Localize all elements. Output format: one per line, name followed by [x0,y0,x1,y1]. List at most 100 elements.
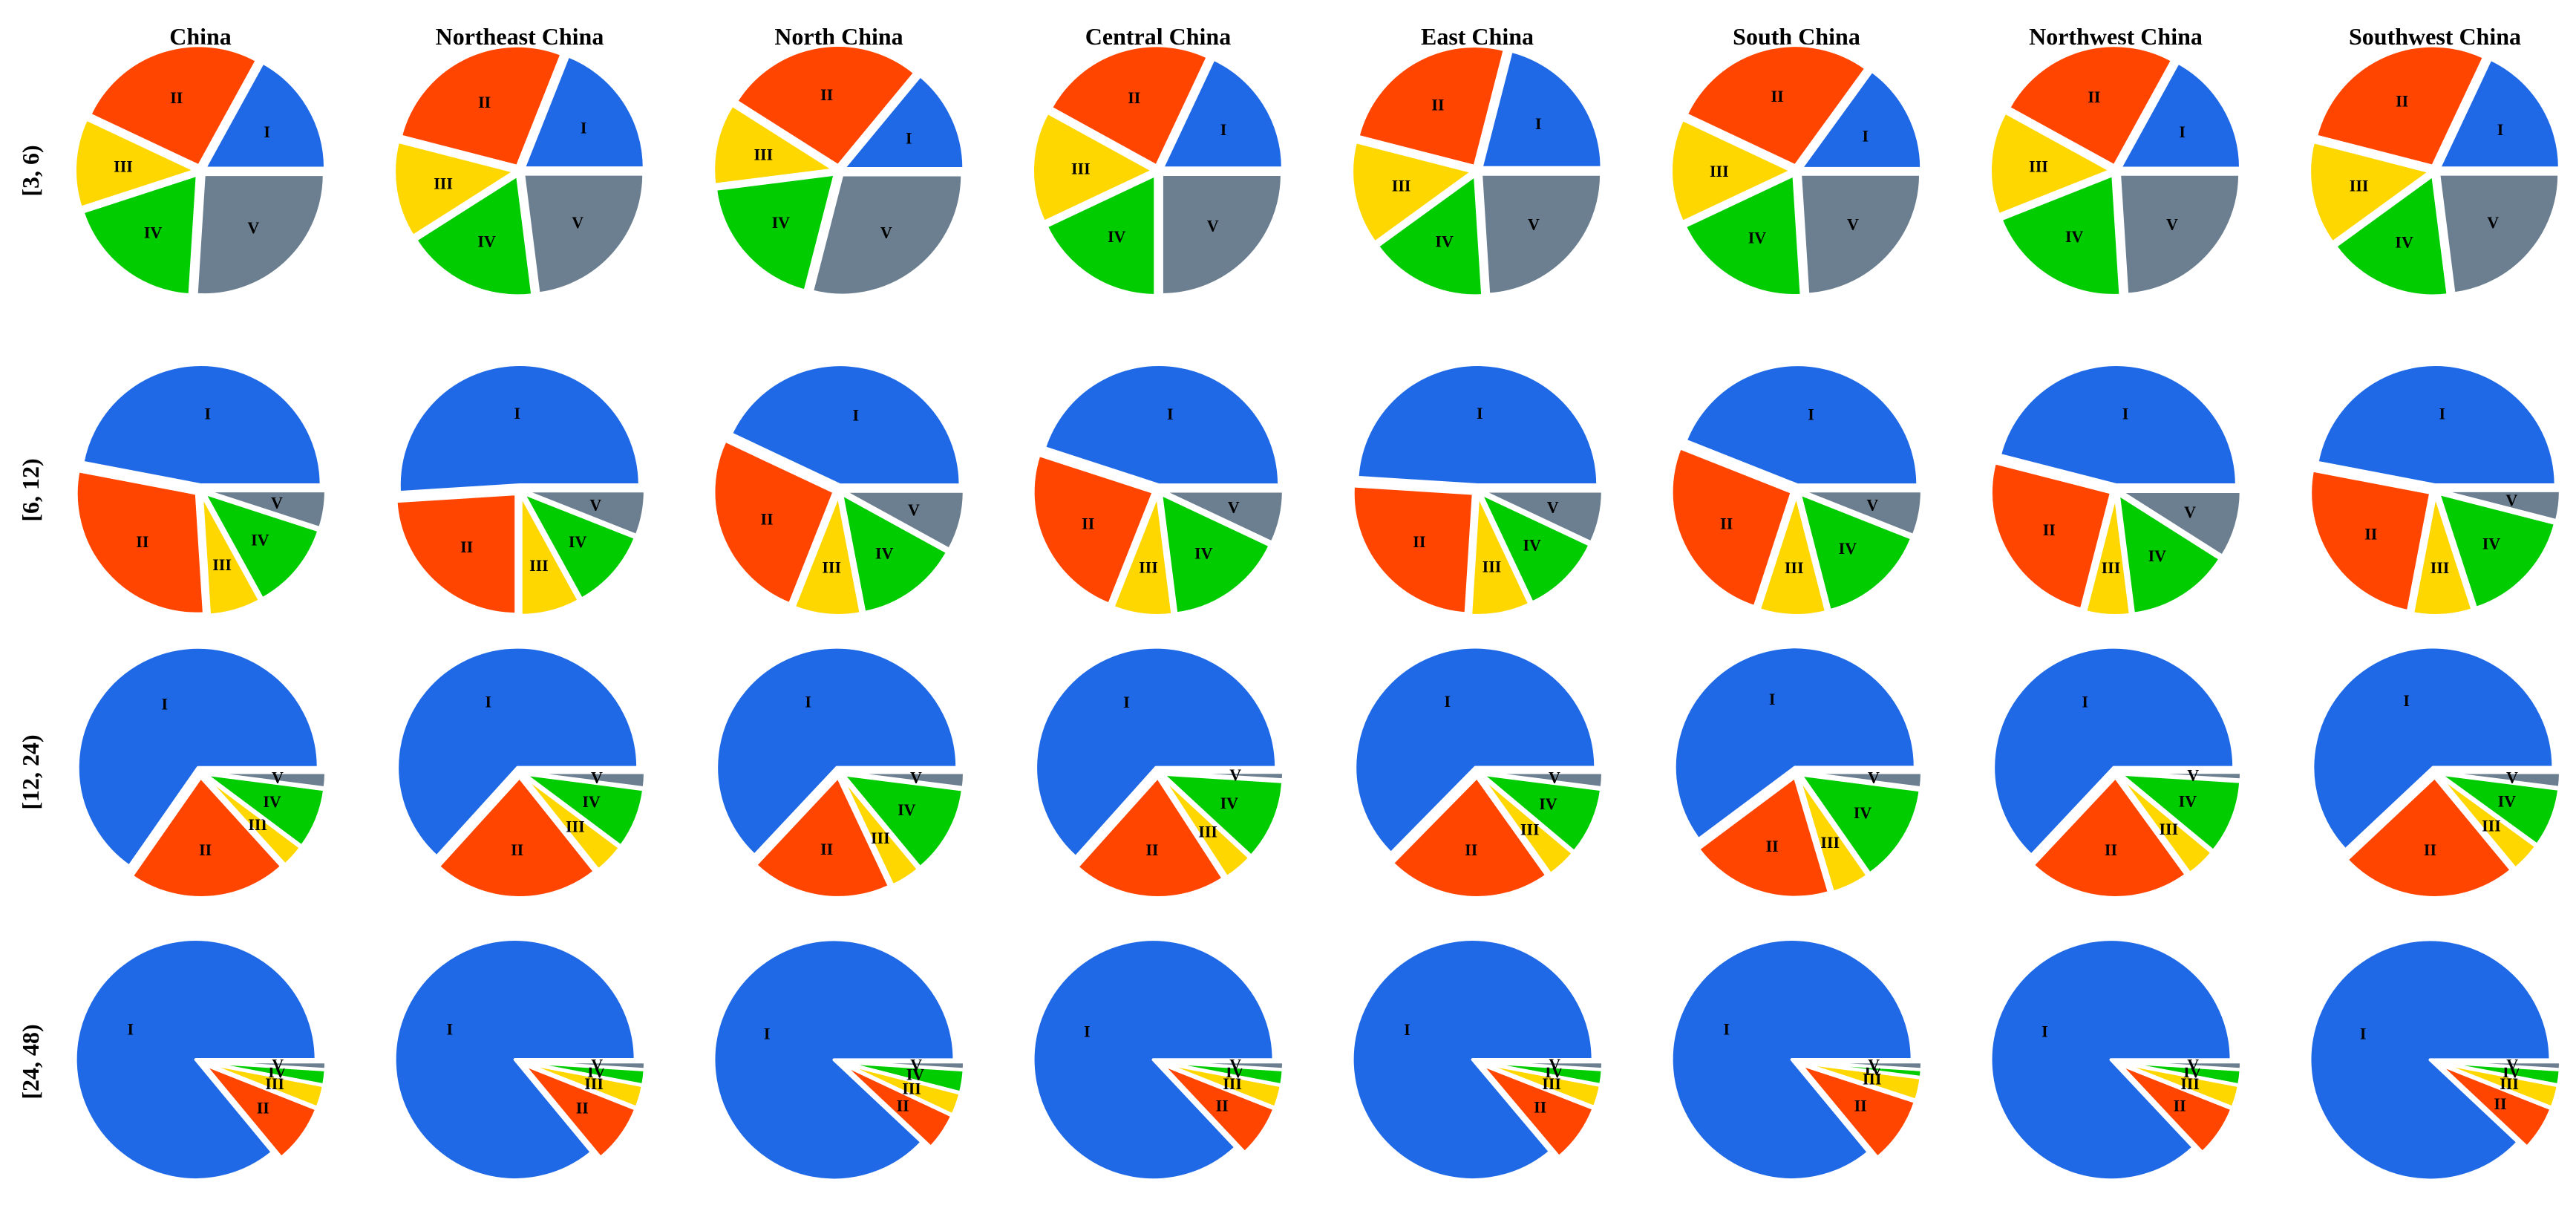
pie-slice-iii [1757,494,1828,617]
pie-slice-ii [399,44,563,168]
pie-slice-ii [1696,775,1831,899]
pie-slice-label-iv: IV [2395,233,2413,252]
pie-slice-ii [394,492,518,616]
pie-slice-ii [735,44,917,168]
pie-slice-iv [203,492,321,601]
pie-slice-label-v: V [589,496,601,515]
pie-slice-iv [414,174,535,298]
pie-slice-label-ii: II [2043,520,2056,539]
pie-slice-label-ii: II [2174,1097,2186,1115]
pie-slice-label-i: I [2439,404,2446,422]
pie-slice-v [2119,771,2243,782]
pie-slice-label-i: I [1808,405,1814,424]
pie-slice-label-i: I [1084,1022,1091,1041]
pie-slice-v [2439,1060,2562,1071]
pie-slice-iii [393,140,517,238]
row-titles: [3, 6) [6, 12) [12, 24) [24, 48) [17,145,44,1099]
pie-slice-label-ii: II [1128,88,1140,107]
pie-slice-i [729,363,962,487]
pie-slice-i [396,645,640,858]
pie-slice-label-i: I [1220,120,1227,139]
pie-slice-v [523,771,647,790]
pie-slice-i [1350,938,1595,1182]
pie-slice-iii [519,493,581,617]
pie-slice-v [2118,172,2242,296]
pie-slice-i [1480,49,1604,169]
pie-slice-iii [73,117,197,209]
pie-slice-label-i: I [486,693,492,711]
pie-slice-iv [2438,772,2561,846]
pie-slice-label-v: V [2187,1055,2199,1074]
pie-slice-v [523,489,647,537]
row-title-1: [3, 6) [17,145,44,196]
pie-slice-i [393,938,637,1181]
pie-slice-i [1353,645,1598,855]
pie-slice-v [843,1060,966,1071]
pie-slice-label-ii: II [2088,88,2100,106]
pie-slice-label-iii: III [566,817,585,835]
pie-slice-label-iii: III [1820,833,1840,852]
pie-slice-i [1799,69,1923,170]
pie-slice-label-i: I [1444,692,1451,711]
pie-slice-i [203,61,327,170]
pie-slice-label-i: I [1404,1020,1410,1039]
pie-slice-v [1162,771,1285,782]
pie-slice-v [203,489,327,530]
pie-slice-v [1480,771,1604,789]
pie-slice-i [2119,61,2243,170]
pie-slice-iv [1999,173,2122,297]
pie-slice-label-iv: IV [251,530,269,549]
pie-slice-label-ii: II [257,1098,269,1117]
pie-slice-label-v: V [1549,1055,1560,1074]
pie-slice-v [2119,489,2243,558]
pie-slice-label-iv: IV [898,800,916,819]
pie-slice-v [842,771,966,789]
pie-slice-ii [1989,461,2113,611]
pie-slice-label-ii: II [136,532,148,551]
pie-slice-label-iv: IV [1194,544,1213,562]
pie-slice-label-iii: III [1520,820,1540,839]
pie-slice-label-iv: IV [875,544,894,562]
pie-slice-label-iii: III [1071,160,1091,178]
pie-slice-label-v: V [2184,503,2196,521]
pie-slice-label-v: V [271,493,283,512]
pie-slice-label-iii: III [529,556,549,575]
pie-slice-label-v: V [2505,491,2517,509]
pie-slice-label-ii: II [478,93,491,111]
pie-slice-label-i: I [2179,123,2186,141]
pie-slice-ii [130,775,284,899]
pie-slice-ii [1799,1063,1917,1159]
pie-slice-label-ii: II [897,1097,909,1115]
pie-slice-label-v: V [572,213,583,232]
pie-slice-label-iii: III [1482,557,1502,575]
pie-slice-label-i: I [852,405,859,424]
pie-slice-label-iv: IV [2179,791,2197,810]
pie-slice-label-ii: II [1413,532,1425,551]
pie-slice-iii [1031,111,1154,223]
pie-slice-label-ii: II [1145,840,1158,859]
pie-slice-iv [522,492,637,601]
pie-slice-label-i: I [162,695,169,714]
pie-slice-label-ii: II [2424,840,2436,859]
pie-slice-label-ii: II [1082,514,1094,532]
row-title-2: [6, 12) [17,458,44,521]
pie-slice-label-ii: II [820,85,833,104]
pie-slice-v [2438,489,2562,523]
pie-slice-i [1684,363,1920,487]
pie-slice-label-iii: III [1710,162,1729,180]
pie-slice-v [204,1060,327,1071]
pie-slice-v [1162,1060,1285,1071]
pie-slice-iv [1045,173,1157,297]
pie-slice-i [81,363,323,487]
pie-slice-label-ii: II [199,840,212,859]
pie-slice-label-i: I [205,404,212,422]
